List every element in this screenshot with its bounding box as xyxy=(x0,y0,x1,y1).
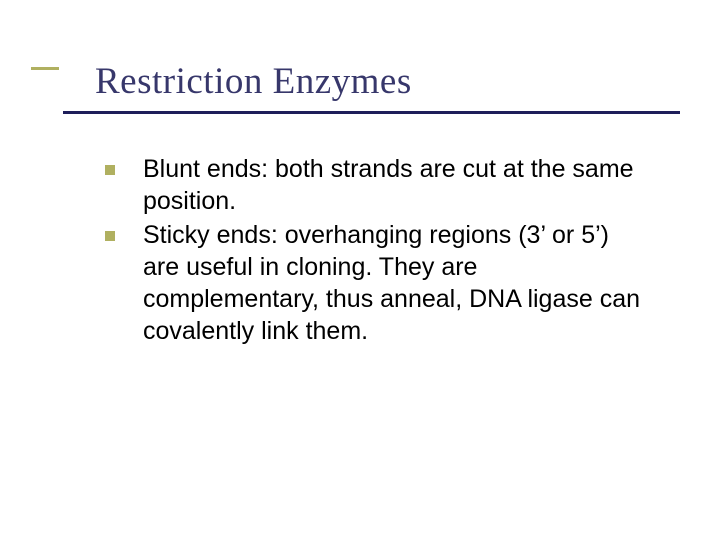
bullet-text: Sticky ends: overhanging regions (3’ or … xyxy=(143,219,650,347)
list-item: Blunt ends: both strands are cut at the … xyxy=(105,153,650,217)
list-item: Sticky ends: overhanging regions (3’ or … xyxy=(105,219,650,347)
bullet-list: Blunt ends: both strands are cut at the … xyxy=(95,153,670,347)
bullet-text: Blunt ends: both strands are cut at the … xyxy=(143,153,650,217)
accent-bar xyxy=(31,67,59,70)
slide: Restriction Enzymes Blunt ends: both str… xyxy=(0,0,720,540)
square-bullet-icon xyxy=(105,231,115,241)
page-title: Restriction Enzymes xyxy=(95,60,670,103)
title-underline xyxy=(63,111,680,114)
square-bullet-icon xyxy=(105,165,115,175)
